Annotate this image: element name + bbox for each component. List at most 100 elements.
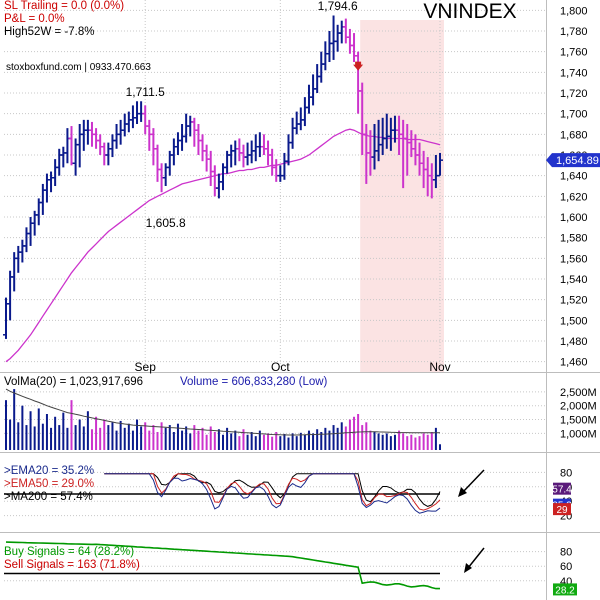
price-bar <box>109 134 116 158</box>
price-bar <box>240 144 247 168</box>
price-bar <box>19 239 26 263</box>
pointer-arrow-icon <box>461 469 485 494</box>
price-bar <box>289 117 296 149</box>
y-tick-label: 80 <box>560 467 572 479</box>
price-bar <box>256 132 263 158</box>
price-bar <box>117 119 124 145</box>
indicator-legend: >EMA50 = 29.0% <box>4 478 94 490</box>
price-bar <box>7 270 14 321</box>
price-bar <box>23 227 30 253</box>
price-bar <box>191 117 198 147</box>
price-annotation: 1,605.8 <box>146 216 186 230</box>
price-bar <box>174 132 181 155</box>
y-tick-label: 1,740 <box>560 67 588 79</box>
price-bar <box>150 128 157 166</box>
price-bar <box>170 138 177 166</box>
price-bar <box>301 97 308 127</box>
price-bar <box>236 138 243 162</box>
price-bar <box>244 142 251 166</box>
price-bar <box>183 113 190 143</box>
y-tick-label: 1,580 <box>560 233 588 245</box>
price-tag <box>546 153 600 168</box>
y-tick-label: 60 <box>560 561 572 573</box>
price-bar <box>113 124 120 149</box>
price-bar <box>277 165 284 182</box>
price-bar <box>260 134 267 155</box>
price-bar <box>269 148 276 176</box>
price-bar <box>265 140 272 166</box>
overlay-line: P&L = 0.0% <box>4 13 65 25</box>
pointer-arrow-icon <box>467 547 485 569</box>
overlay-line: High52W = -7.8% <box>4 26 94 38</box>
volume-ma-line <box>5 388 440 436</box>
y-tick-label: 1,480 <box>560 336 588 348</box>
price-bar <box>211 165 218 197</box>
signal-legend: Sell Signals = 163 (71.8%) <box>4 559 140 571</box>
price-bar <box>187 115 194 137</box>
price-bar <box>52 159 59 186</box>
price-bar <box>97 134 104 155</box>
indicator-tag <box>553 503 571 516</box>
price-bar <box>207 150 214 186</box>
price-bar <box>129 105 136 129</box>
price-bar <box>138 101 145 122</box>
indicator-legend: >MA200 = 57.4% <box>4 491 93 503</box>
price-bar <box>68 126 75 166</box>
price-bar <box>273 159 280 182</box>
price-tag-label: 1,654.89 <box>556 155 599 167</box>
price-bar <box>285 134 292 166</box>
price-bar <box>134 101 141 124</box>
price-annotation: 1,794.6 <box>318 0 358 13</box>
price-bar <box>322 41 329 71</box>
ema50-line <box>104 473 441 511</box>
pointer-arrow-head-icon <box>464 563 472 573</box>
sell-signal-arrow-icon <box>353 61 364 71</box>
buy-signals-line <box>5 541 440 590</box>
y-tick-label: 1,460 <box>560 357 588 369</box>
price-bar <box>305 84 312 114</box>
y-tick-label: 1,500M <box>560 415 597 427</box>
price-bar <box>39 183 46 215</box>
price-bar <box>56 148 63 176</box>
signal-tag <box>553 583 577 596</box>
x-tick-label: Nov <box>429 360 450 374</box>
price-bar <box>76 124 83 168</box>
price-bar <box>195 124 202 155</box>
price-bar <box>146 119 153 151</box>
y-tick-label: 1,680 <box>560 129 588 141</box>
price-bar <box>330 15 337 60</box>
y-tick-label: 1,500 <box>560 315 588 327</box>
price-bar <box>142 105 149 135</box>
price-bar <box>80 119 87 151</box>
price-bar <box>27 217 34 246</box>
price-bar <box>105 142 112 166</box>
price-bar <box>179 124 186 151</box>
volume-ma-label: VolMa(20) = 1,023,917,696 <box>4 376 143 388</box>
indicator-legend: >EMA20 = 35.2% <box>4 465 94 477</box>
price-bar <box>93 128 100 149</box>
y-tick-label: 1,540 <box>560 274 588 286</box>
price-bar <box>326 31 333 62</box>
price-bar <box>437 152 443 177</box>
price-bar <box>203 144 210 172</box>
chart-title: VNINDEX <box>423 0 516 23</box>
signal-tag-label: 28.2 <box>555 585 575 596</box>
indicator-tag <box>553 482 571 495</box>
price-bar <box>215 173 222 199</box>
y-tick-label: 1,560 <box>560 253 588 265</box>
price-bar <box>293 111 300 135</box>
price-bar <box>252 134 259 162</box>
price-bar <box>346 28 353 54</box>
y-tick-label: 1,620 <box>560 191 588 203</box>
price-bar <box>84 119 91 145</box>
y-tick-label: 1,780 <box>560 26 588 38</box>
y-tick-label: 1,700 <box>560 109 588 121</box>
price-bar <box>60 146 67 168</box>
y-tick-label: 1,600 <box>560 212 588 224</box>
price-bar <box>199 134 206 162</box>
price-bar <box>154 144 161 182</box>
price-bar <box>314 64 321 93</box>
watermark: stoxboxfund.com | 0933.470.663 <box>6 62 151 73</box>
y-tick-label: 1,760 <box>560 47 588 59</box>
